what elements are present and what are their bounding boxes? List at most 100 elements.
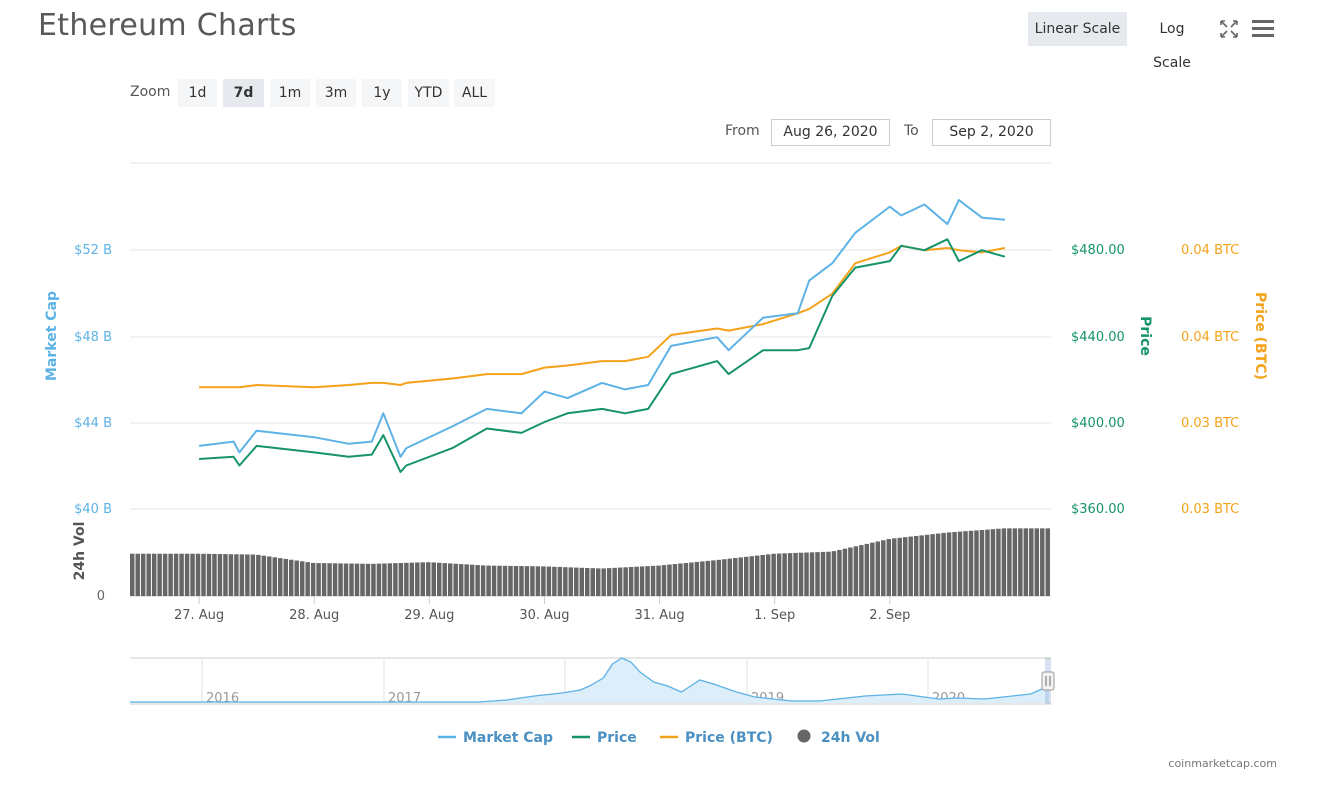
legend-label: Price xyxy=(597,730,637,746)
volume-bar xyxy=(727,558,733,596)
volume-bar xyxy=(486,565,491,596)
volume-bar xyxy=(590,568,595,596)
volume-bar xyxy=(617,567,623,596)
legend-item: Price (BTC) xyxy=(660,730,773,746)
volume-bar xyxy=(409,562,415,596)
volume-bar xyxy=(749,556,754,596)
volume-bar xyxy=(968,530,974,596)
price-tick: $440.00 xyxy=(1071,330,1125,345)
volume-bar xyxy=(733,558,738,596)
volume-bar xyxy=(398,562,404,596)
volume-bar xyxy=(360,563,365,596)
zoom-button-1y[interactable]: 1y xyxy=(362,79,402,107)
volume-bar xyxy=(946,532,952,596)
volume-bar xyxy=(842,548,848,596)
price-line xyxy=(199,238,1006,473)
from-date-input[interactable]: Aug 26, 2020 xyxy=(771,119,890,146)
volume-bar xyxy=(475,565,480,596)
volume-bar xyxy=(859,545,864,596)
volume-bar xyxy=(1018,528,1023,596)
volume-bar xyxy=(464,564,469,596)
volume-bar xyxy=(195,553,201,596)
volume-bar xyxy=(338,563,343,596)
volume-bar xyxy=(217,554,223,596)
volume-bar xyxy=(952,532,957,596)
volume-bar xyxy=(535,566,541,596)
volume-bar xyxy=(228,554,234,596)
zoom-button-1m[interactable]: 1m xyxy=(270,79,310,107)
price-tick: $360.00 xyxy=(1071,502,1125,517)
volume-bar xyxy=(294,560,299,596)
volume-bar xyxy=(365,563,371,596)
volume-bar xyxy=(634,566,639,596)
volume-bar xyxy=(239,554,245,596)
volume-bar xyxy=(985,529,990,596)
zoom-button-7d[interactable]: 7d xyxy=(223,79,264,107)
volume-bar xyxy=(957,531,963,596)
volume-bar xyxy=(793,552,798,596)
volume-bar xyxy=(815,552,820,596)
navigator-year-label: 2018 xyxy=(569,691,602,706)
volume-bar xyxy=(848,547,853,596)
zoom-button-1d[interactable]: 1d xyxy=(178,79,217,107)
volume-bar xyxy=(886,539,892,596)
x-tick-label: 28. Aug xyxy=(289,608,339,623)
from-label: From xyxy=(725,123,760,139)
zoom-button-ytd[interactable]: YTD xyxy=(408,79,449,107)
volume-bar xyxy=(924,534,930,596)
x-tick-label: 27. Aug xyxy=(174,608,224,623)
price-btc-tick: 0.04 BTC xyxy=(1181,243,1239,258)
volume-bar xyxy=(310,562,316,596)
volume-bar xyxy=(974,530,979,596)
volume-bar xyxy=(782,553,787,596)
volume-bar xyxy=(804,552,809,596)
volume-bar xyxy=(787,553,793,596)
volume-bar xyxy=(546,566,552,596)
volume-bar xyxy=(897,537,902,596)
volume-bar xyxy=(272,557,278,596)
volume-bar xyxy=(151,553,157,596)
volume-bar xyxy=(875,541,881,596)
navigator-year-label: 2016 xyxy=(206,691,239,706)
x-tick-label: 31. Aug xyxy=(634,608,684,623)
volume-bar xyxy=(628,566,634,596)
price-btc-line xyxy=(199,244,1006,389)
volume-bar xyxy=(321,563,327,596)
fullscreen-icon[interactable] xyxy=(1219,19,1239,39)
market-cap-line xyxy=(198,199,1005,458)
volume-bar xyxy=(678,563,683,596)
volume-bar xyxy=(354,563,360,596)
price-tick: $400.00 xyxy=(1071,416,1125,431)
zoom-button-all[interactable]: ALL xyxy=(454,79,495,107)
volume-bar xyxy=(1001,528,1007,596)
credit-link[interactable]: coinmarketcap.com xyxy=(1168,757,1277,770)
volume-bar xyxy=(404,562,409,596)
volume-bar xyxy=(267,556,272,596)
legend-item: Price xyxy=(572,730,637,746)
volume-bar xyxy=(776,553,782,596)
linear-scale-button[interactable]: Linear Scale xyxy=(1028,12,1127,46)
volume-bar xyxy=(426,562,431,596)
volume-bar xyxy=(278,558,283,596)
market-cap-tick: $52 B xyxy=(74,243,112,258)
to-label: To xyxy=(904,123,919,139)
volume-bar xyxy=(480,565,486,596)
volume-bar xyxy=(376,563,382,596)
volume-bar xyxy=(442,563,447,596)
volume-bar xyxy=(563,567,568,596)
volume-bar xyxy=(491,565,497,596)
volume-bar xyxy=(1045,528,1050,596)
volume-bar xyxy=(601,568,606,596)
volume-bar xyxy=(179,553,184,596)
zoom-button-3m[interactable]: 3m xyxy=(316,79,356,107)
volume-bar xyxy=(837,549,842,596)
volume-bar xyxy=(656,565,661,596)
volume-bar xyxy=(612,567,617,596)
hamburger-menu-icon[interactable] xyxy=(1251,18,1275,40)
volume-bar xyxy=(831,551,837,596)
page-title: Ethereum Charts xyxy=(38,8,297,43)
legend-item: Market Cap xyxy=(438,730,553,746)
log-scale-button[interactable]: Log Scale xyxy=(1153,21,1191,71)
market-cap-tick: $48 B xyxy=(74,330,112,345)
to-date-input[interactable]: Sep 2, 2020 xyxy=(932,119,1051,146)
